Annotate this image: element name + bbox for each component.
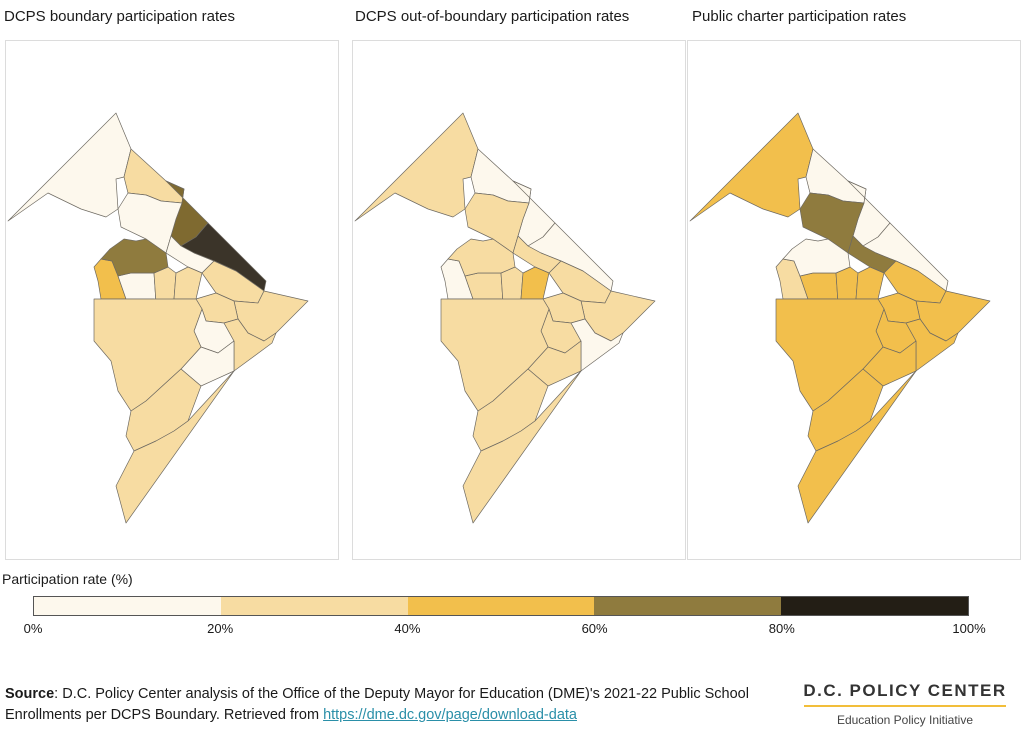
map-boundary <box>7 112 309 524</box>
map-region <box>223 318 277 372</box>
legend-segment <box>220 597 408 615</box>
legend-segment <box>594 597 782 615</box>
panel-title-out-of-boundary: DCPS out-of-boundary participation rates <box>355 8 630 25</box>
legend-tick-label: 40% <box>394 621 421 636</box>
map-region <box>153 266 177 304</box>
map-region <box>93 298 203 412</box>
source-text: : D.C. Policy Center analysis of the Off… <box>5 686 749 723</box>
legend-tick-label: 100% <box>952 621 986 636</box>
dc-policy-center-logo: D.C. POLICY CENTER Education Policy Init… <box>800 681 1010 727</box>
map-panel-charter <box>687 40 1021 560</box>
map-region <box>500 266 524 304</box>
map-panel-out-of-boundary <box>352 40 686 560</box>
map-region <box>905 318 959 372</box>
source-link[interactable]: https://dme.dc.gov/page/download-data <box>323 707 577 723</box>
map-charter <box>689 112 991 524</box>
map-region <box>855 266 885 300</box>
map-region <box>689 112 814 222</box>
map-region <box>354 112 479 222</box>
logo-subtitle: Education Policy Initiative <box>836 713 974 727</box>
map-region <box>797 370 917 524</box>
source-label: Source <box>5 686 55 702</box>
map-region <box>570 318 624 372</box>
panel-title-boundary: DCPS boundary participation rates <box>4 8 235 25</box>
map-region <box>799 192 865 254</box>
map-region <box>462 370 582 524</box>
map-region <box>835 266 859 304</box>
logo-rule <box>804 705 1006 707</box>
source-note: Source: D.C. Policy Center analysis of t… <box>5 684 785 726</box>
legend-tick-label: 60% <box>581 621 608 636</box>
panel-title-charter: Public charter participation rates <box>692 8 907 25</box>
legend-tick-label: 20% <box>207 621 234 636</box>
map-out-of-boundary <box>354 112 656 524</box>
map-region <box>117 192 183 254</box>
map-region <box>7 112 132 222</box>
map-region <box>447 238 516 277</box>
map-region <box>782 238 851 277</box>
map-region <box>775 298 885 412</box>
map-region <box>440 298 550 412</box>
legend-color-bar <box>33 596 969 616</box>
legend-tick-label: 80% <box>768 621 795 636</box>
map-region <box>464 192 530 254</box>
map-region <box>100 238 169 277</box>
map-panel-boundary <box>5 40 339 560</box>
legend-segment <box>34 597 221 615</box>
legend-tick-label: 0% <box>23 621 43 636</box>
legend-segment <box>407 597 595 615</box>
legend-title: Participation rate (%) <box>2 571 133 587</box>
map-region <box>520 266 550 300</box>
map-region <box>173 266 203 300</box>
map-region <box>115 370 235 524</box>
legend-segment <box>781 597 968 615</box>
logo-name: D.C. POLICY CENTER <box>803 681 1007 700</box>
